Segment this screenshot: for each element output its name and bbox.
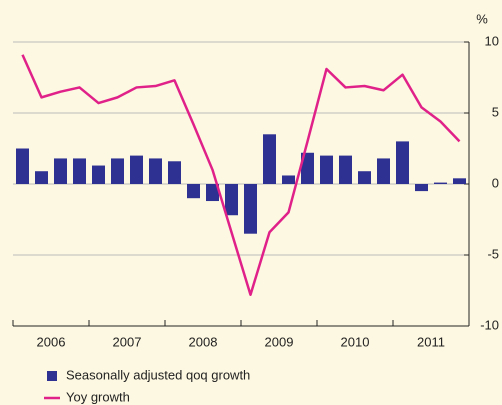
y-tick-label: -5 (487, 246, 499, 261)
y-tick-label: 5 (492, 104, 499, 119)
bar (168, 161, 181, 184)
y-tick-label: 10 (485, 33, 499, 48)
line (21, 54, 461, 297)
bar (301, 152, 314, 184)
bar (54, 158, 67, 184)
bar (111, 158, 124, 184)
bar (282, 175, 295, 184)
bar (339, 155, 352, 184)
bar (396, 141, 409, 184)
x-tick-label: 2007 (113, 334, 142, 349)
x-tick-label: 2010 (341, 334, 370, 349)
bar (206, 184, 219, 202)
legend-label: Yoy growth (66, 389, 130, 404)
bar (225, 184, 238, 216)
bar (263, 134, 276, 184)
bar (73, 158, 86, 184)
bar (377, 158, 390, 184)
y-tick-label: -10 (480, 317, 499, 332)
bar (92, 165, 105, 184)
bar (16, 148, 29, 184)
bar (415, 184, 428, 192)
y-tick-label: 0 (492, 175, 499, 190)
bar (453, 178, 466, 184)
bar (320, 155, 333, 184)
x-tick-label: 2006 (37, 334, 66, 349)
bar (130, 155, 143, 184)
bar (35, 171, 48, 184)
bar (149, 158, 162, 184)
y-unit: % (476, 11, 488, 26)
legend-label: Seasonally adjusted qoq growth (66, 367, 250, 382)
x-tick-label: 2008 (189, 334, 218, 349)
bar (434, 182, 447, 184)
bar (187, 184, 200, 199)
x-tick-label: 2011 (417, 334, 445, 349)
legend-swatch (47, 371, 57, 381)
x-tick-label: 2009 (265, 334, 294, 349)
bar (244, 184, 257, 234)
bar (358, 171, 371, 184)
